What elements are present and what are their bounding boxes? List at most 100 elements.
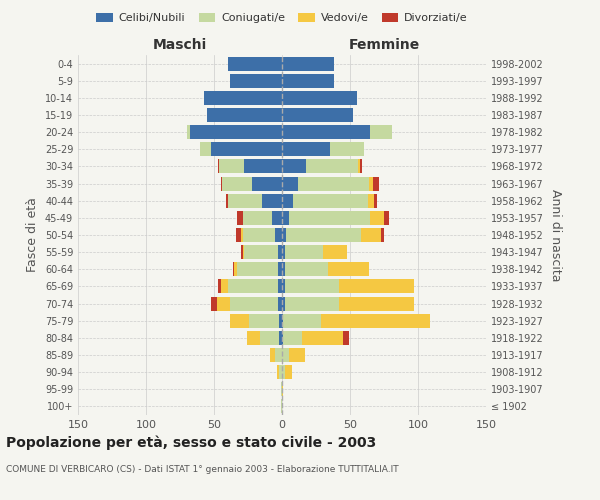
- Bar: [207, 108, 282, 122]
- Bar: [275, 228, 282, 242]
- Bar: [221, 280, 282, 293]
- Bar: [230, 74, 282, 88]
- Bar: [272, 211, 282, 225]
- Bar: [230, 74, 282, 88]
- Bar: [270, 348, 282, 362]
- Bar: [282, 74, 334, 88]
- Bar: [282, 56, 334, 70]
- Bar: [281, 382, 282, 396]
- Bar: [230, 314, 282, 328]
- Bar: [282, 314, 283, 328]
- Bar: [282, 160, 307, 173]
- Text: COMUNE DI VERBICARO (CS) - Dati ISTAT 1° gennaio 2003 - Elaborazione TUTTITALIA.: COMUNE DI VERBICARO (CS) - Dati ISTAT 1°…: [6, 465, 398, 474]
- Bar: [282, 91, 357, 105]
- Bar: [236, 228, 282, 242]
- Bar: [244, 245, 282, 259]
- Bar: [247, 331, 282, 345]
- Bar: [282, 211, 389, 225]
- Bar: [227, 56, 282, 70]
- Bar: [282, 245, 347, 259]
- Bar: [282, 262, 285, 276]
- Bar: [279, 331, 282, 345]
- Bar: [282, 314, 430, 328]
- Bar: [282, 365, 292, 379]
- Bar: [282, 296, 339, 310]
- Bar: [207, 108, 282, 122]
- Bar: [281, 382, 282, 396]
- Bar: [282, 331, 349, 345]
- Bar: [282, 194, 293, 207]
- Bar: [205, 91, 282, 105]
- Bar: [282, 194, 374, 207]
- Bar: [230, 314, 282, 328]
- Bar: [220, 160, 282, 173]
- Bar: [226, 194, 282, 207]
- Bar: [241, 228, 282, 242]
- Bar: [205, 91, 282, 105]
- Bar: [205, 91, 282, 105]
- Bar: [207, 108, 282, 122]
- Bar: [282, 176, 369, 190]
- Bar: [282, 108, 353, 122]
- Bar: [207, 108, 282, 122]
- Bar: [187, 125, 282, 139]
- Bar: [282, 331, 283, 345]
- Bar: [262, 194, 282, 207]
- Bar: [282, 296, 285, 310]
- Bar: [278, 262, 282, 276]
- Bar: [277, 365, 282, 379]
- Bar: [282, 194, 368, 207]
- Bar: [242, 245, 282, 259]
- Bar: [230, 74, 282, 88]
- Bar: [282, 314, 430, 328]
- Bar: [282, 245, 347, 259]
- Bar: [282, 74, 334, 88]
- Bar: [282, 348, 305, 362]
- Bar: [282, 280, 414, 293]
- Bar: [187, 125, 282, 139]
- Bar: [282, 211, 289, 225]
- Text: Maschi: Maschi: [153, 38, 207, 52]
- Bar: [282, 56, 334, 70]
- Bar: [279, 365, 282, 379]
- Bar: [282, 91, 357, 105]
- Bar: [282, 194, 377, 207]
- Bar: [250, 314, 282, 328]
- Bar: [282, 348, 289, 362]
- Bar: [227, 56, 282, 70]
- Bar: [282, 160, 358, 173]
- Bar: [282, 296, 414, 310]
- Bar: [277, 365, 282, 379]
- Bar: [281, 382, 282, 396]
- Bar: [278, 280, 282, 293]
- Bar: [237, 262, 282, 276]
- Bar: [275, 348, 282, 362]
- Bar: [222, 176, 282, 190]
- Bar: [282, 331, 343, 345]
- Bar: [227, 280, 282, 293]
- Bar: [227, 194, 282, 207]
- Bar: [282, 56, 334, 70]
- Bar: [282, 211, 384, 225]
- Bar: [282, 125, 370, 139]
- Bar: [282, 142, 364, 156]
- Bar: [281, 400, 282, 413]
- Bar: [282, 142, 329, 156]
- Bar: [282, 382, 283, 396]
- Bar: [237, 211, 282, 225]
- Bar: [282, 160, 362, 173]
- Legend: Celibi/Nubili, Coniugati/e, Vedovi/e, Divorziati/e: Celibi/Nubili, Coniugati/e, Vedovi/e, Di…: [92, 8, 472, 28]
- Bar: [282, 108, 353, 122]
- Bar: [233, 262, 282, 276]
- Bar: [282, 331, 302, 345]
- Bar: [282, 211, 370, 225]
- Bar: [281, 400, 282, 413]
- Bar: [282, 125, 392, 139]
- Bar: [247, 331, 282, 345]
- Bar: [282, 228, 361, 242]
- Bar: [252, 176, 282, 190]
- Bar: [278, 296, 282, 310]
- Bar: [235, 262, 282, 276]
- Bar: [282, 280, 285, 293]
- Bar: [200, 142, 282, 156]
